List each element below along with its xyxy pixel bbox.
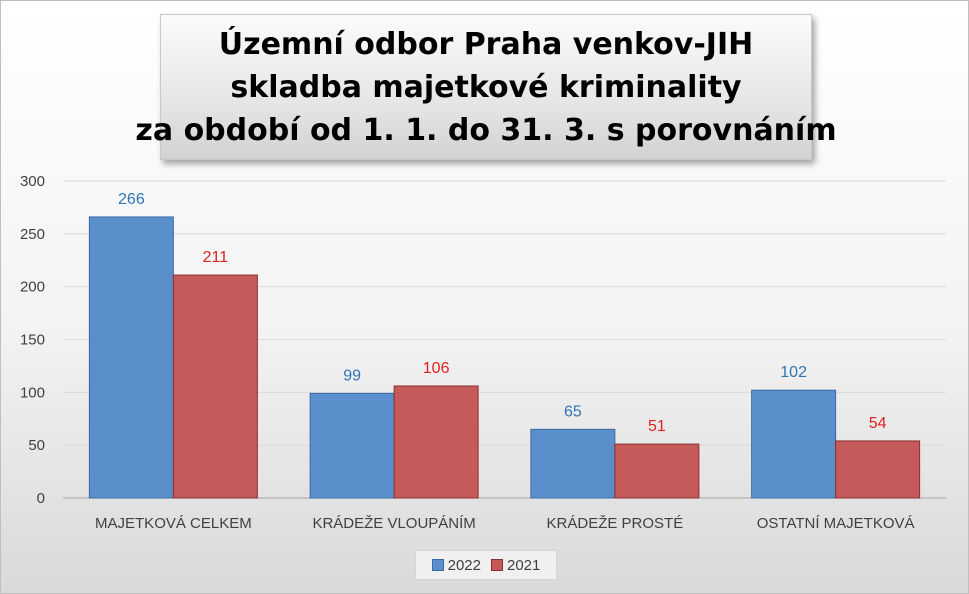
legend-label-2022: 2022 (447, 556, 481, 574)
data-label-2021: 106 (423, 360, 450, 377)
x-category-label: KRÁDEŽE VLOUPÁNÍM (312, 515, 475, 532)
bar-2021 (614, 443, 700, 499)
chart-title-line-2: skladba majetkové kriminality (230, 69, 742, 105)
legend-entry-2021: 2021 (491, 557, 540, 574)
y-tick-label: 300 (20, 173, 45, 190)
y-tick-label: 100 (20, 384, 45, 401)
data-label-2021: 54 (869, 415, 887, 432)
y-tick-label: 50 (28, 437, 45, 454)
data-label-2022: 266 (118, 191, 145, 208)
bar-2022 (751, 389, 837, 499)
y-tick-label: 0 (37, 490, 45, 507)
data-label-2022: 65 (564, 403, 582, 420)
y-tick-label: 150 (20, 332, 45, 349)
chart-title-line-3: za období od 1. 1. do 31. 3. s porovnání… (135, 112, 837, 148)
x-category-label: MAJETKOVÁ CELKEM (95, 515, 252, 532)
legend: 2022 2021 (415, 550, 557, 580)
bar-2021 (835, 440, 921, 499)
data-label-2022: 102 (780, 364, 807, 381)
legend-label-2021: 2021 (507, 556, 541, 574)
bar-2021 (172, 274, 258, 499)
bar-2021 (393, 385, 479, 499)
x-category-label: KRÁDEŽE PROSTÉ (547, 515, 684, 532)
data-label-2021: 51 (648, 418, 666, 435)
bar-2022 (530, 428, 616, 499)
legend-swatch-2021 (491, 559, 503, 571)
y-tick-label: 250 (20, 226, 45, 243)
chart-title-line-1: Územní odbor Praha venkov-JIH (218, 26, 754, 62)
data-label-2021: 211 (203, 249, 229, 266)
chart-title-box: Územní odbor Praha venkov-JIH skladba ma… (135, 14, 837, 160)
bar-2022 (309, 392, 395, 499)
y-tick-label: 200 (20, 279, 45, 296)
legend-swatch-2022 (431, 559, 444, 571)
bar-2022 (88, 216, 174, 499)
x-category-label: OSTATNÍ MAJETKOVÁ (757, 515, 915, 532)
legend-entry-2022: 2022 (431, 556, 481, 574)
data-label-2022: 99 (343, 367, 361, 384)
